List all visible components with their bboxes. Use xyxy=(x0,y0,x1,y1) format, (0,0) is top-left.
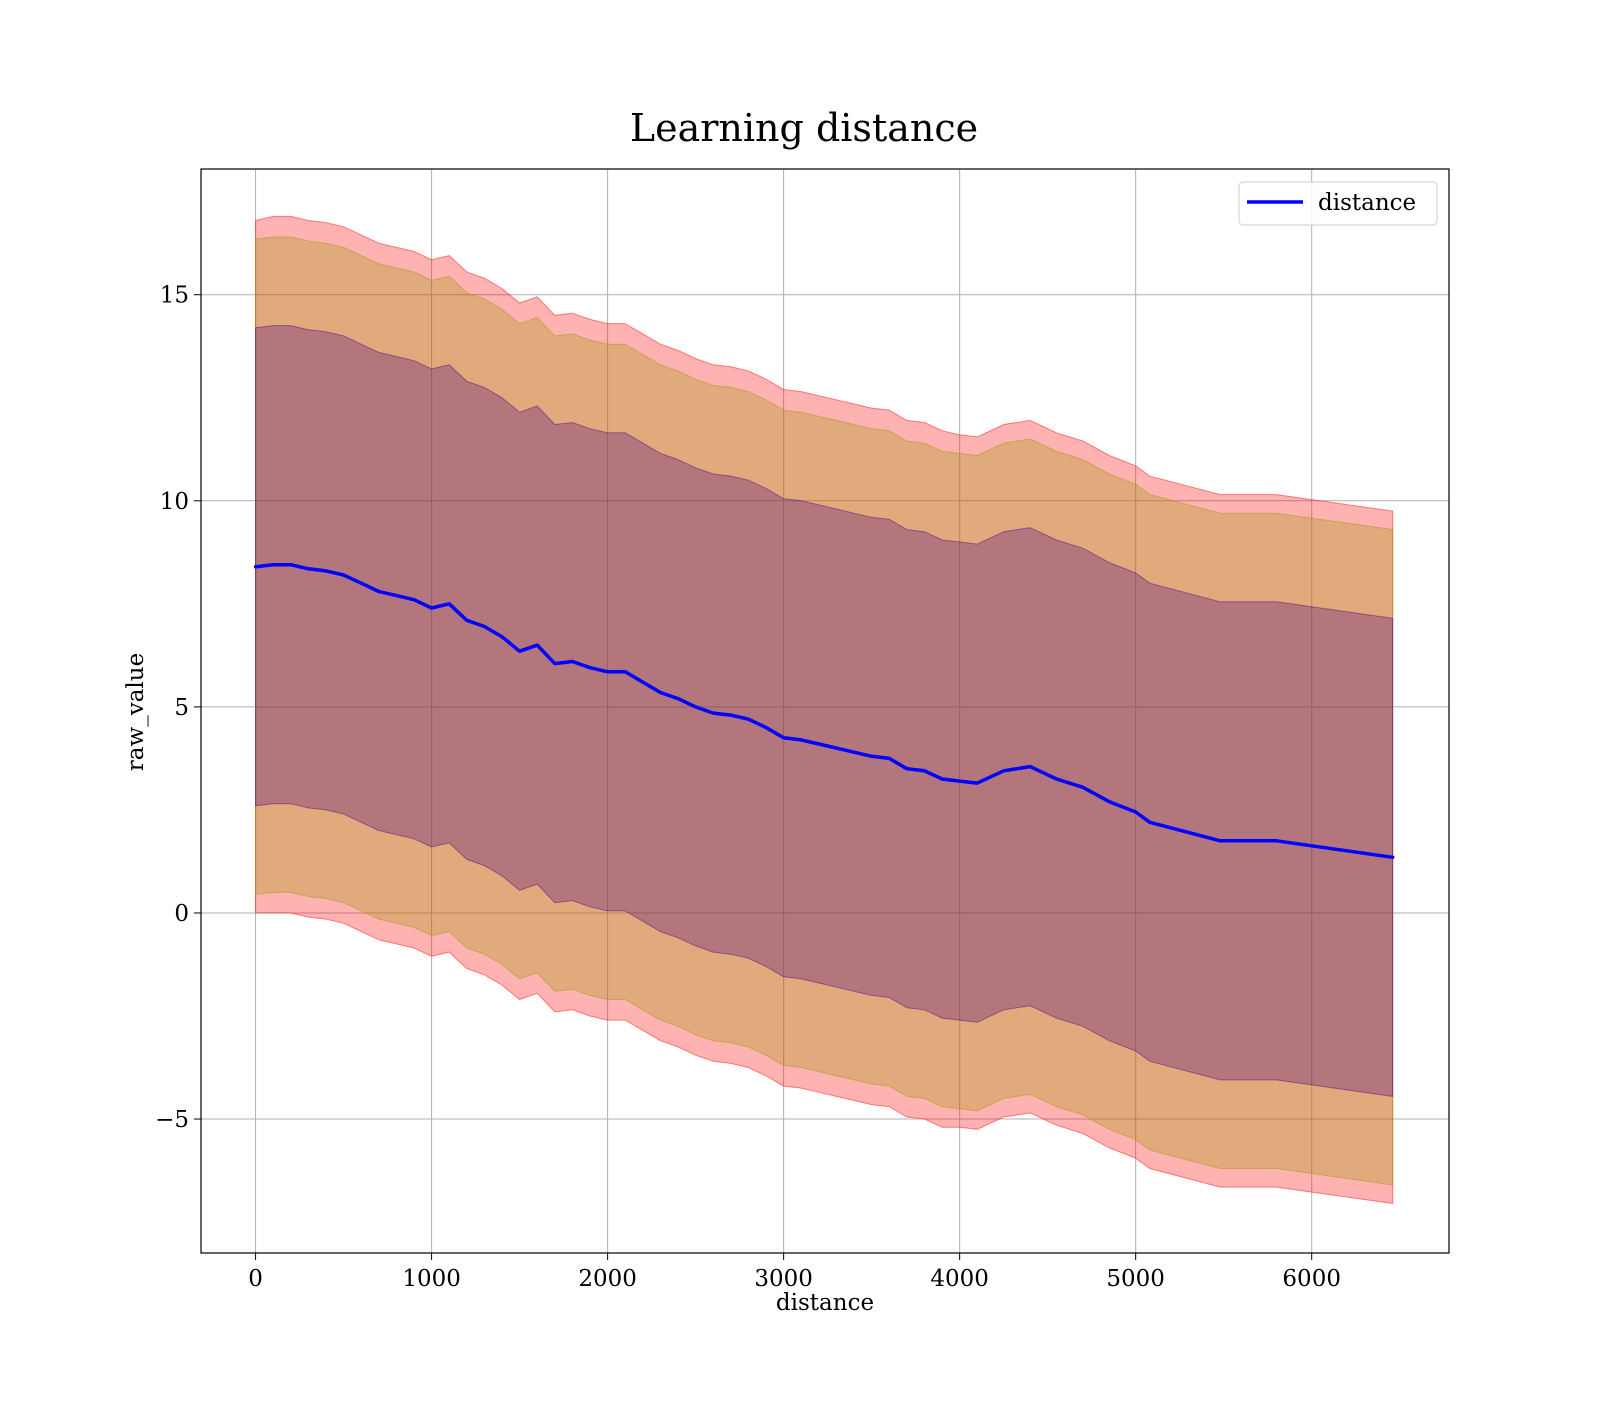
band-middle xyxy=(255,236,1394,1186)
plot-frame xyxy=(200,168,1450,1254)
band-inner xyxy=(255,325,1394,1097)
band-outer xyxy=(255,215,1394,1205)
series-lines xyxy=(253,562,1395,860)
x-tick-label: 3000 xyxy=(754,1266,813,1292)
chart-title: Learning distance xyxy=(630,106,978,150)
legend-label-distance: distance xyxy=(1318,190,1416,216)
x-tick-label: 6000 xyxy=(1282,1266,1341,1292)
x-tick-label: 4000 xyxy=(930,1266,989,1292)
y-tick-label: 0 xyxy=(174,901,189,927)
x-axis-label: distance xyxy=(776,1290,874,1316)
legend: distance xyxy=(1238,181,1438,226)
y-tick-label: −5 xyxy=(155,1107,189,1133)
y-axis-label: raw_value xyxy=(123,653,149,771)
x-tick-label: 0 xyxy=(248,1266,263,1292)
y-tick-label: 10 xyxy=(160,489,189,515)
grid xyxy=(201,169,1449,1253)
x-tick-label: 5000 xyxy=(1106,1266,1165,1292)
x-tick-label: 2000 xyxy=(578,1266,637,1292)
series-line-distance xyxy=(253,562,1395,860)
legend-box xyxy=(1238,181,1438,226)
y-tick-label: 15 xyxy=(160,283,189,309)
axis-ticks: 0 1000 2000 3000 4000 5000 6000 −5 0 5 10 15 xyxy=(155,283,1341,1292)
y-tick-label: 5 xyxy=(174,695,189,721)
x-tick-label: 1000 xyxy=(402,1266,461,1292)
confidence-bands xyxy=(255,215,1394,1205)
